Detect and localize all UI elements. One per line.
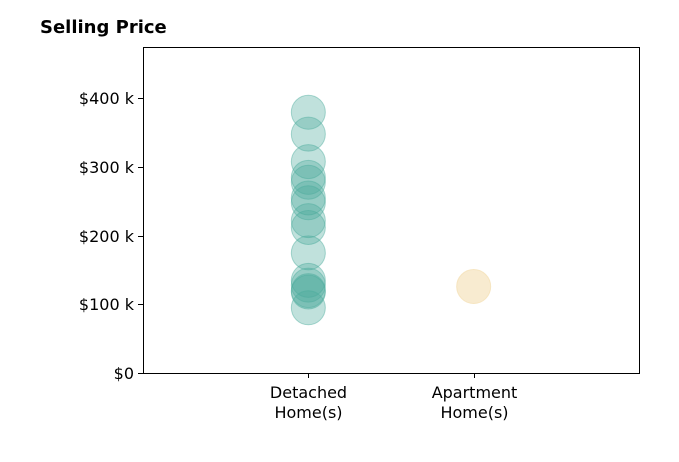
y-tick-label: $200 k: [79, 227, 135, 246]
data-point: [290, 94, 326, 130]
axes-layer: $0$100 k$200 k$300 k$400 kDetachedHome(s…: [79, 47, 640, 422]
data-point: [290, 274, 326, 310]
data-point: [290, 159, 326, 195]
chart-title: Selling Price: [40, 17, 167, 38]
data-point: [290, 116, 326, 152]
x-tick-label: Apartment: [432, 383, 518, 402]
data-point: [290, 164, 326, 200]
data-point: [290, 267, 326, 303]
y-tick-label: $100 k: [79, 295, 135, 314]
data-point: [290, 235, 326, 271]
plot-frame: [143, 47, 640, 374]
x-tick-label: Home(s): [274, 403, 342, 422]
x-tick-label: Detached: [270, 383, 347, 402]
data-point: [290, 185, 326, 221]
y-tick-label: $400 k: [79, 89, 135, 108]
y-tick-label: $300 k: [79, 158, 135, 177]
data-points-layer: [290, 94, 492, 326]
data-point: [290, 290, 326, 326]
data-point: [290, 210, 326, 246]
y-tick-label: $0: [114, 364, 134, 383]
data-point: [290, 262, 326, 298]
data-point: [290, 273, 326, 309]
data-point: [290, 144, 326, 180]
data-point: [290, 203, 326, 239]
data-point: [290, 180, 326, 216]
data-point: [456, 269, 492, 305]
x-tick-label: Home(s): [440, 403, 508, 422]
